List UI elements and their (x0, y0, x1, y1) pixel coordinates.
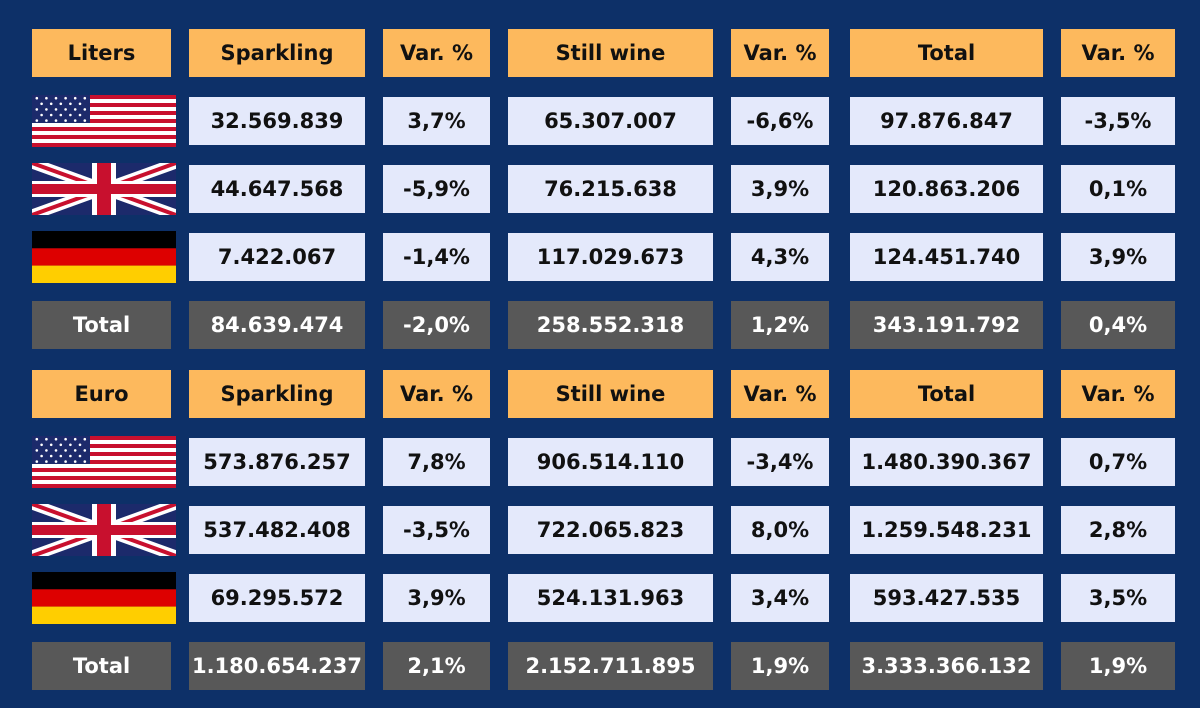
var-header: Var. % (383, 29, 490, 77)
table-cell: 3,9% (1061, 233, 1175, 281)
uk-flag-icon (32, 504, 176, 556)
table-cell: -3,5% (383, 506, 490, 554)
table-cell: 537.482.408 (189, 506, 365, 554)
table-cell: 524.131.963 (508, 574, 713, 622)
us-flag-icon (32, 95, 176, 147)
total-cell: 3.333.366.132 (850, 642, 1043, 690)
total-cell: 258.552.318 (508, 301, 713, 349)
total-cell: 0,4% (1061, 301, 1175, 349)
table-cell: 3,5% (1061, 574, 1175, 622)
table-cell: 7,8% (383, 438, 490, 486)
var-header: Var. % (383, 370, 490, 418)
total-header: Total (850, 29, 1043, 77)
table-cell: 32.569.839 (189, 97, 365, 145)
table-cell: 3,4% (731, 574, 829, 622)
table-cell: 593.427.535 (850, 574, 1043, 622)
sparkling-header: Sparkling (189, 29, 365, 77)
table-cell: 2,8% (1061, 506, 1175, 554)
table-cell: 44.647.568 (189, 165, 365, 213)
table-cell: -6,6% (731, 97, 829, 145)
table-cell: 0,1% (1061, 165, 1175, 213)
table-cell: 4,3% (731, 233, 829, 281)
table-cell: 906.514.110 (508, 438, 713, 486)
table-cell: 65.307.007 (508, 97, 713, 145)
total-cell: 1,2% (731, 301, 829, 349)
uk-flag-icon (32, 163, 176, 215)
total-cell: 1,9% (731, 642, 829, 690)
total-label: Total (32, 642, 171, 690)
table-cell: 3,7% (383, 97, 490, 145)
table-cell: 97.876.847 (850, 97, 1043, 145)
total-cell: 343.191.792 (850, 301, 1043, 349)
table-cell: 117.029.673 (508, 233, 713, 281)
table-cell: 0,7% (1061, 438, 1175, 486)
table-cell: -3,5% (1061, 97, 1175, 145)
total-header: Total (850, 370, 1043, 418)
var-header: Var. % (1061, 370, 1175, 418)
total-cell: 1,9% (1061, 642, 1175, 690)
table-cell: 120.863.206 (850, 165, 1043, 213)
total-cell: 2.152.711.895 (508, 642, 713, 690)
germany-flag-icon (32, 572, 176, 624)
table-cell: 722.065.823 (508, 506, 713, 554)
var-header: Var. % (731, 370, 829, 418)
table-cell: 3,9% (731, 165, 829, 213)
table-cell: 8,0% (731, 506, 829, 554)
table-cell: 69.295.572 (189, 574, 365, 622)
unit-header: Euro (32, 370, 171, 418)
table-cell: 7.422.067 (189, 233, 365, 281)
var-header: Var. % (731, 29, 829, 77)
sparkling-header: Sparkling (189, 370, 365, 418)
germany-flag-icon (32, 231, 176, 283)
unit-header: Liters (32, 29, 171, 77)
table-cell: 124.451.740 (850, 233, 1043, 281)
table-cell: 573.876.257 (189, 438, 365, 486)
total-cell: 1.180.654.237 (189, 642, 365, 690)
total-cell: 84.639.474 (189, 301, 365, 349)
table-cell: 76.215.638 (508, 165, 713, 213)
total-cell: 2,1% (383, 642, 490, 690)
total-label: Total (32, 301, 171, 349)
table-cell: 1.259.548.231 (850, 506, 1043, 554)
still-wine-header: Still wine (508, 370, 713, 418)
total-cell: -2,0% (383, 301, 490, 349)
table-cell: -3,4% (731, 438, 829, 486)
table-cell: -1,4% (383, 233, 490, 281)
table-cell: -5,9% (383, 165, 490, 213)
us-flag-icon (32, 436, 176, 488)
var-header: Var. % (1061, 29, 1175, 77)
table-cell: 1.480.390.367 (850, 438, 1043, 486)
still-wine-header: Still wine (508, 29, 713, 77)
table-cell: 3,9% (383, 574, 490, 622)
